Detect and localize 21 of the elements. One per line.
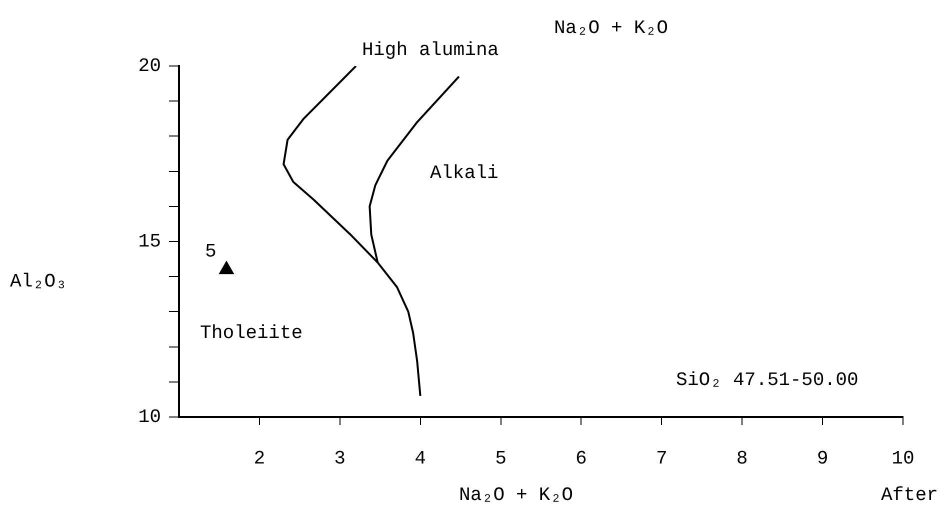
annotation: 5 (205, 240, 216, 263)
x-tick-label: 8 (736, 447, 748, 470)
y-tick-label: 20 (138, 55, 161, 78)
x-tick-label: 9 (816, 447, 828, 470)
text: Na₂O + K₂O (554, 17, 668, 40)
y-tick-label: 10 (138, 406, 161, 428)
annotation: Tholeiite (200, 322, 303, 344)
x-tick-label: 2 (254, 447, 266, 470)
x-tick-label: 10 (892, 447, 914, 470)
y-tick-label: 15 (138, 230, 161, 253)
x-tick-label: 4 (414, 447, 426, 470)
x-tick-label: 3 (334, 447, 346, 470)
annotation: Alkali (430, 162, 498, 184)
text: High alumina (362, 39, 499, 62)
x-tick-label: 7 (656, 447, 668, 470)
annotation: SiO₂ 47.51-50.00 (676, 369, 858, 392)
text: After (880, 484, 938, 506)
y-axis-title: Al₂O₃ (10, 270, 68, 293)
x-tick-label: 6 (576, 447, 587, 470)
x-axis-title: Na₂O + K₂O (458, 484, 574, 506)
x-tick-label: 5 (495, 447, 506, 470)
